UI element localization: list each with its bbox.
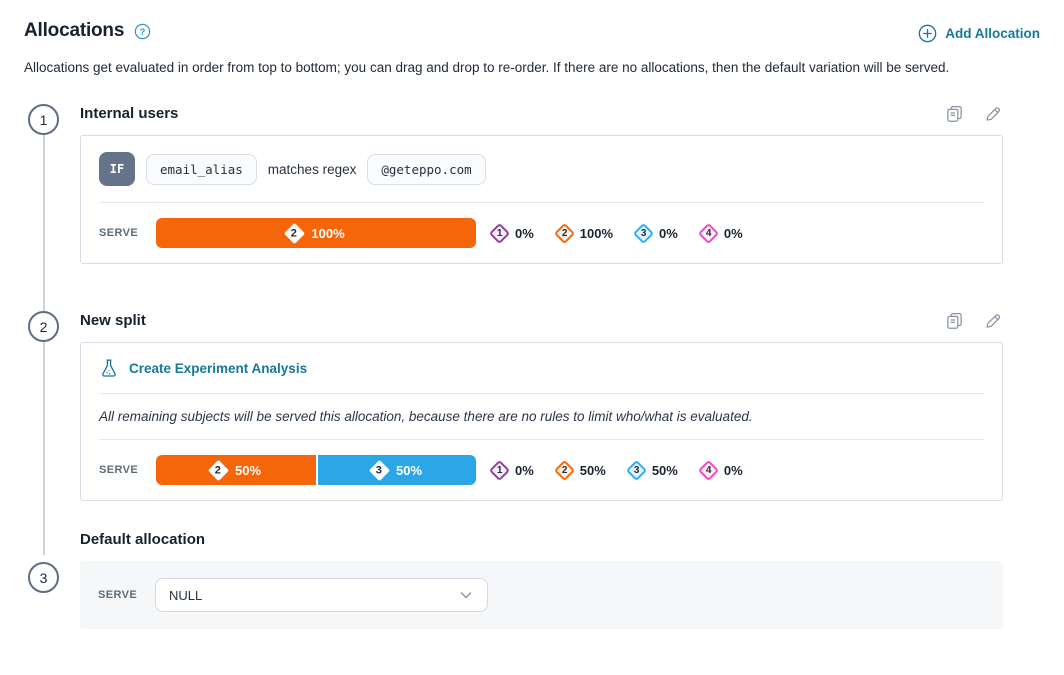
variation-2-diamond-icon: 2 [207,459,230,481]
variation-4-diamond-icon: 4 [697,222,719,244]
bar-segment-variation-2: 2 100% [156,218,476,248]
variation-1-diamond-icon: 1 [488,222,511,244]
chevron-down-icon [458,587,474,603]
allocations-page: Allocations ? Add Allocation Allocations… [24,20,1040,629]
legend-percent: 50% [579,462,606,478]
add-allocation-button[interactable]: Add Allocation [918,24,1040,43]
allocation-2-card: Create Experiment Analysis All remaining… [80,342,1003,501]
legend-percent: 50% [651,462,678,478]
bar-segment-percent: 50% [395,462,423,478]
bar-segment-percent: 100% [311,225,345,241]
variation-4-diamond-icon: 4 [697,459,719,481]
add-allocation-label: Add Allocation [945,26,1040,41]
default-allocation-panel: SERVE NULL [80,561,1003,629]
bar-segment-variation-3: 3 50% [316,455,476,485]
variation-3-diamond-icon: 3 [368,459,391,481]
allocation-1-title: Internal users [80,104,179,122]
variation-2-diamond-icon: 2 [553,222,575,244]
serve-label: SERVE [99,227,139,239]
allocation-1-card: IF email_alias matches regex @geteppo.co… [80,135,1003,264]
rule-attribute-chip: email_alias [146,153,257,185]
legend-item-variation-3: 3 50% [625,459,678,481]
bar-segment-percent: 50% [234,462,262,478]
allocation-2-split-bar: 2 50% 3 50% [156,455,476,485]
legend-item-variation-2: 2 100% [553,222,614,244]
legend-percent: 0% [515,462,534,478]
allocation-1-rule: IF email_alias matches regex @geteppo.co… [81,136,1002,202]
legend-item-variation-2: 2 50% [553,459,606,481]
allocation-1-serve-row: SERVE 2 100% 1 0% [81,203,1002,263]
help-icon[interactable]: ? [134,23,151,40]
variation-2-diamond-icon: 2 [284,222,306,244]
allocation-2-serve-row: SERVE 2 50% 3 50% [81,440,1002,500]
edit-pencil-icon[interactable] [984,104,1003,123]
selected-variation-value: NULL [169,587,203,603]
page-description: Allocations get evaluated in order from … [24,60,950,75]
flask-icon [99,358,119,378]
legend-item-variation-4: 4 0% [697,222,743,244]
duplicate-icon[interactable] [945,104,964,123]
allocation-2-note: All remaining subjects will be served th… [99,409,753,424]
divider [99,202,984,203]
plus-circle-icon [918,24,937,43]
svg-text:?: ? [140,27,146,37]
page-header: Allocations ? Add Allocation [24,20,1040,43]
allocation-1: 1 Internal users IF [24,101,1040,264]
default-allocation-number: 3 [28,562,59,593]
rule-value-chip: @geteppo.com [367,153,486,185]
allocation-2: 2 New split [24,308,1040,501]
rule-operator: matches regex [267,161,357,177]
legend-percent: 0% [515,225,534,241]
legend-percent: 0% [723,462,743,478]
default-variation-select[interactable]: NULL [155,578,488,612]
default-allocation: 3 Default allocation SERVE NULL [24,531,1040,629]
variation-3-diamond-icon: 3 [625,459,647,481]
allocation-1-number: 1 [28,104,59,135]
allocation-list: 1 Internal users IF [24,101,1040,629]
bar-segment-variation-2: 2 50% [156,455,316,485]
if-badge: IF [99,152,135,186]
duplicate-icon[interactable] [945,311,964,330]
divider [99,393,984,394]
allocation-1-legend: 1 0% 2 100% 3 0% [488,222,743,244]
divider [99,439,984,440]
variation-2-diamond-icon: 2 [553,459,575,481]
allocation-1-split-bar: 2 100% [156,218,476,248]
legend-percent: 100% [579,225,614,241]
legend-item-variation-4: 4 0% [697,459,743,481]
legend-item-variation-1: 1 0% [488,459,534,481]
serve-label: SERVE [99,464,139,476]
legend-item-variation-1: 1 0% [488,222,534,244]
legend-item-variation-3: 3 0% [632,222,678,244]
page-title: Allocations [24,20,125,41]
variation-3-diamond-icon: 3 [632,222,655,244]
allocation-2-legend: 1 0% 2 50% 3 50% [488,459,743,481]
edit-pencil-icon[interactable] [984,311,1003,330]
create-experiment-analysis-link[interactable]: Create Experiment Analysis [129,360,308,376]
variation-1-diamond-icon: 1 [488,459,511,481]
default-allocation-title: Default allocation [80,531,206,548]
legend-percent: 0% [659,225,678,241]
legend-percent: 0% [723,225,743,241]
allocation-2-number: 2 [28,311,59,342]
allocation-2-title: New split [80,311,146,329]
serve-label: SERVE [98,589,138,601]
